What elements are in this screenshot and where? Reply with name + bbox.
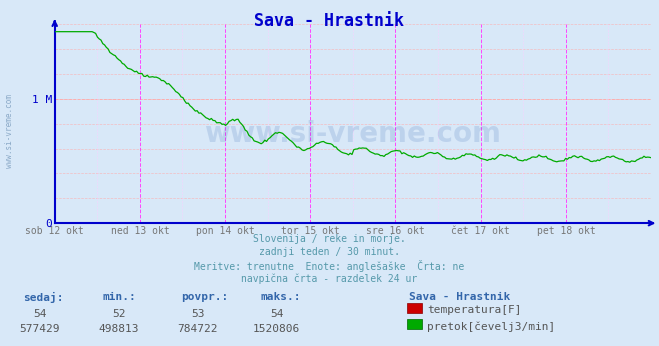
Text: Sava - Hrastnik: Sava - Hrastnik: [409, 292, 510, 302]
Text: zadnji teden / 30 minut.: zadnji teden / 30 minut.: [259, 247, 400, 257]
Text: Meritve: trenutne  Enote: anglešaške  Črta: ne: Meritve: trenutne Enote: anglešaške Črta…: [194, 260, 465, 272]
Text: min.:: min.:: [102, 292, 136, 302]
Text: 52: 52: [112, 309, 125, 319]
Text: www.si-vreme.com: www.si-vreme.com: [204, 120, 501, 148]
Text: 1520806: 1520806: [253, 324, 301, 334]
Text: temperatura[F]: temperatura[F]: [427, 305, 521, 315]
Text: Slovenija / reke in morje.: Slovenija / reke in morje.: [253, 234, 406, 244]
Text: povpr.:: povpr.:: [181, 292, 229, 302]
Text: sedaj:: sedaj:: [23, 292, 63, 303]
Text: Sava - Hrastnik: Sava - Hrastnik: [254, 12, 405, 30]
Text: 577429: 577429: [19, 324, 60, 334]
Text: www.si-vreme.com: www.si-vreme.com: [5, 94, 14, 169]
Text: 54: 54: [33, 309, 46, 319]
Text: pretok[čevelj3/min]: pretok[čevelj3/min]: [427, 321, 556, 331]
Text: maks.:: maks.:: [260, 292, 301, 302]
Text: 784722: 784722: [177, 324, 218, 334]
Text: 54: 54: [270, 309, 283, 319]
Text: 498813: 498813: [98, 324, 139, 334]
Text: 53: 53: [191, 309, 204, 319]
Text: navpična črta - razdelek 24 ur: navpična črta - razdelek 24 ur: [241, 273, 418, 284]
